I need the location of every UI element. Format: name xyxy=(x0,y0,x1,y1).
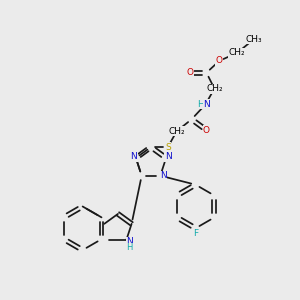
Text: S: S xyxy=(165,142,171,152)
Text: N: N xyxy=(126,237,133,246)
Text: CH₂: CH₂ xyxy=(229,48,245,57)
Text: H: H xyxy=(126,243,133,252)
Text: CH₂: CH₂ xyxy=(206,84,223,93)
Text: O: O xyxy=(203,126,210,135)
Text: N: N xyxy=(203,100,210,109)
Text: N: N xyxy=(160,171,167,180)
Text: H: H xyxy=(197,100,204,109)
Text: N: N xyxy=(130,152,137,161)
Text: F: F xyxy=(193,229,198,238)
Text: O: O xyxy=(216,56,223,65)
Text: O: O xyxy=(186,68,193,77)
Text: N: N xyxy=(165,152,171,161)
Text: CH₃: CH₃ xyxy=(246,34,262,43)
Text: CH₂: CH₂ xyxy=(168,127,185,136)
